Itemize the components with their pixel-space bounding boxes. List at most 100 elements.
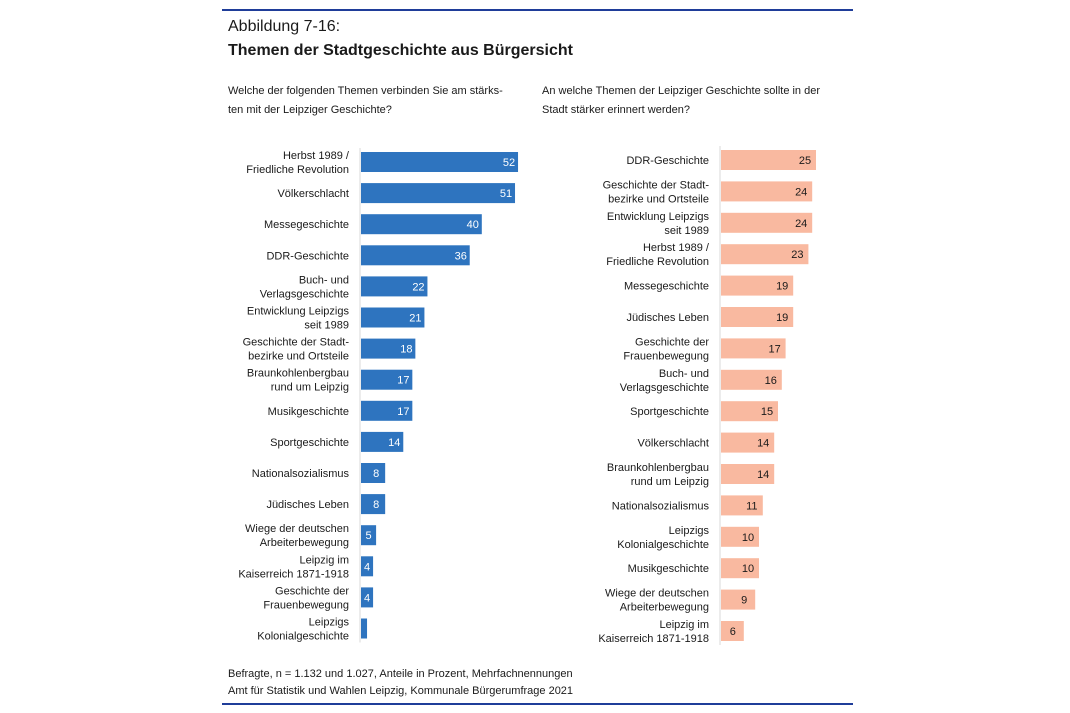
left-category-label: Musikgeschichte bbox=[268, 406, 349, 418]
left-category-label: Leipzigs bbox=[309, 617, 350, 629]
right-category-label: Leipzigs bbox=[669, 525, 710, 537]
left-bar-value-label: 40 bbox=[467, 219, 479, 231]
left-bar-value-label: 5 bbox=[365, 530, 371, 542]
left-category-label: Leipzig im bbox=[299, 554, 349, 566]
right-category-label: Geschichte der Stadt- bbox=[603, 179, 710, 191]
left-category-label: Braunkohlenbergbau bbox=[247, 368, 349, 380]
left-bar bbox=[361, 525, 377, 546]
left-bar-value-label: 4 bbox=[364, 592, 370, 604]
left-category-label: Sportgeschichte bbox=[270, 437, 349, 449]
right-bar-value-label: 24 bbox=[795, 218, 807, 230]
right-bar-value-label: 15 bbox=[761, 406, 773, 418]
left-category-label: rund um Leipzig bbox=[271, 382, 349, 394]
left-question-line: ten mit der Leipziger Geschichte? bbox=[228, 104, 392, 116]
right-bar bbox=[721, 307, 794, 327]
top-rule bbox=[222, 9, 853, 11]
left-bar bbox=[361, 618, 368, 639]
right-category-label: DDR-Geschichte bbox=[626, 155, 709, 167]
left-category-label: Frauenbewegung bbox=[263, 599, 349, 611]
left-category-label: Verlagsgeschichte bbox=[260, 288, 349, 300]
left-bar bbox=[361, 431, 404, 452]
left-category-label: Entwicklung Leipzigs bbox=[247, 306, 350, 318]
right-bar-value-label: 9 bbox=[741, 595, 747, 607]
right-question-line: An welche Themen der Leipziger Geschicht… bbox=[542, 85, 821, 97]
left-question-line: Welche der folgenden Themen verbinden Si… bbox=[228, 85, 503, 97]
right-bar-value-label: 10 bbox=[742, 532, 754, 544]
right-bar bbox=[721, 181, 813, 202]
right-category-label: Völkerschlacht bbox=[637, 438, 709, 450]
bottom-rule bbox=[222, 703, 853, 705]
right-category-label: Arbeiterbewegung bbox=[620, 602, 709, 614]
left-bar bbox=[361, 400, 413, 421]
left-bar-value-label: 4 bbox=[364, 561, 370, 573]
left-category-label: Geschichte der Stadt- bbox=[243, 337, 350, 349]
right-category-label: Frauenbewegung bbox=[623, 350, 709, 362]
left-category-label: Arbeiterbewegung bbox=[260, 537, 349, 549]
footer-source: Amt für Statistik und Wahlen Leipzig, Ko… bbox=[228, 685, 574, 697]
left-category-label: Messegeschichte bbox=[264, 219, 349, 231]
right-category-label: Sportgeschichte bbox=[630, 406, 709, 418]
right-bar bbox=[721, 526, 759, 547]
right-category-label: bezirke und Ortsteile bbox=[608, 193, 709, 205]
right-bar-value-label: 11 bbox=[746, 500, 757, 512]
right-category-label: Nationalsozialismus bbox=[612, 500, 710, 512]
left-category-label: Geschichte der bbox=[275, 585, 349, 597]
right-bar-value-label: 19 bbox=[776, 312, 788, 324]
right-category-label: Verlagsgeschichte bbox=[620, 382, 709, 394]
right-bar bbox=[721, 589, 756, 610]
right-bar bbox=[721, 244, 809, 265]
right-category-label: Kolonialgeschichte bbox=[617, 539, 709, 551]
right-category-label: rund um Leipzig bbox=[631, 476, 709, 488]
right-category-label: Buch- und bbox=[659, 368, 709, 380]
right-question-line: Stadt stärker erinnert werden? bbox=[542, 104, 690, 116]
left-bar bbox=[361, 307, 425, 328]
left-category-label: bezirke und Ortsteile bbox=[248, 351, 349, 363]
right-bar-value-label: 19 bbox=[776, 281, 788, 293]
left-bar-value-label: 21 bbox=[409, 313, 421, 325]
right-category-label: Jüdisches Leben bbox=[626, 312, 709, 324]
left-category-label: Friedliche Revolution bbox=[246, 164, 349, 176]
left-bar bbox=[361, 494, 386, 515]
right-category-label: Friedliche Revolution bbox=[606, 256, 709, 268]
left-category-label: Herbst 1989 / bbox=[283, 150, 350, 162]
left-bar bbox=[361, 276, 428, 297]
left-bar-value-label: 36 bbox=[455, 250, 467, 262]
figure-label: Abbildung 7-16: bbox=[228, 18, 341, 35]
left-bar bbox=[361, 587, 374, 608]
right-bar-value-label: 14 bbox=[757, 438, 769, 450]
left-category-label: Kaiserreich 1871-1918 bbox=[238, 568, 349, 580]
right-bar-value-label: 10 bbox=[742, 563, 754, 575]
right-category-label: Wiege der deutschen bbox=[605, 588, 709, 600]
left-bar bbox=[361, 338, 416, 359]
left-bar bbox=[361, 369, 413, 390]
right-category-label: Entwicklung Leipzigs bbox=[607, 211, 710, 223]
left-category-label: Buch- und bbox=[299, 274, 349, 286]
right-bar bbox=[721, 401, 778, 422]
left-bar-value-label: 22 bbox=[412, 281, 424, 293]
right-bar-value-label: 24 bbox=[795, 186, 807, 198]
right-bar-value-label: 14 bbox=[757, 469, 769, 481]
left-bar-value-label: 14 bbox=[388, 437, 400, 449]
left-bar bbox=[361, 463, 386, 483]
right-bar bbox=[721, 338, 786, 359]
right-bar-value-label: 23 bbox=[791, 249, 803, 261]
left-chart-question: Welche der folgenden Themen verbinden Si… bbox=[228, 82, 538, 120]
left-category-label: Kolonialgeschichte bbox=[257, 631, 349, 643]
left-bar bbox=[361, 152, 519, 172]
left-bar-value-label: 52 bbox=[503, 157, 515, 169]
right-chart-question: An welche Themen der Leipziger Geschicht… bbox=[542, 82, 852, 120]
right-category-label: Messegeschichte bbox=[624, 281, 709, 293]
right-bar bbox=[721, 275, 794, 296]
right-category-label: Kaiserreich 1871-1918 bbox=[598, 633, 709, 645]
right-bar bbox=[721, 432, 775, 453]
right-bar bbox=[721, 150, 816, 170]
left-bar-value-label: 17 bbox=[397, 406, 409, 418]
left-bar-value-label: 18 bbox=[400, 344, 412, 356]
right-bar bbox=[721, 495, 763, 516]
left-bar-value-label: 8 bbox=[373, 468, 379, 480]
left-bar bbox=[361, 183, 516, 204]
left-category-label: seit 1989 bbox=[304, 320, 349, 332]
left-category-label: Wiege der deutschen bbox=[245, 523, 349, 535]
right-category-label: Leipzig im bbox=[659, 619, 709, 631]
